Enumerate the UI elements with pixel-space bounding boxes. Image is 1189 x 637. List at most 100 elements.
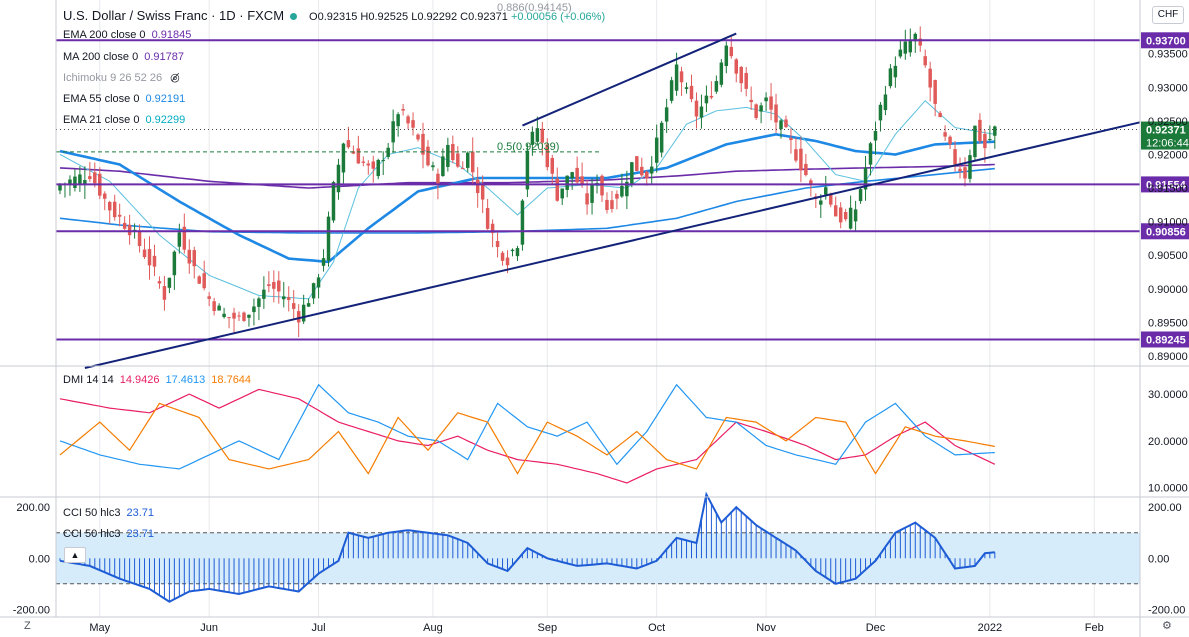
candle-body — [878, 104, 883, 121]
candle-body — [724, 45, 729, 67]
dmi-y-tick-label: 30.0000 — [1148, 389, 1188, 401]
y-tick-label: 0.91000 — [1148, 217, 1188, 229]
candle-body — [903, 41, 908, 54]
low-value: L0.92292 — [411, 11, 458, 23]
candle-body — [709, 95, 714, 98]
cci-label: CCI 50 hlc3 — [63, 507, 121, 519]
candle-body — [943, 132, 947, 137]
candle-body — [103, 193, 107, 199]
indicator-ema55[interactable]: EMA 55 close 0 0.92191 — [63, 92, 185, 106]
candle-body — [938, 112, 942, 118]
ema21-line — [59, 99, 995, 300]
dmi-legend[interactable]: DMI 14 14 14.9426 17.4613 18.7644 — [63, 373, 251, 387]
cci-y-tick-label-left: 0.00 — [29, 553, 50, 565]
x-tick-label: 2022 — [978, 622, 1002, 634]
candle-body — [570, 172, 574, 179]
candle-body — [431, 165, 435, 168]
timezone-icon[interactable]: Z — [24, 620, 31, 632]
dmi-lines — [59, 383, 996, 484]
candle-body — [485, 208, 490, 229]
candle-body — [262, 289, 266, 299]
candle-body — [421, 133, 425, 155]
candle-body — [684, 87, 689, 89]
axis-labels: May Jun Jul Aug Sep Oct Nov Dec 2022 Feb 0.93500 0.… — [13, 49, 1188, 634]
indicator-ema200[interactable]: EMA 200 close 0 0.91845 — [63, 28, 191, 42]
candle-body — [674, 64, 679, 91]
candle-body — [809, 180, 813, 185]
settings-gear-icon[interactable]: ⚙ — [1162, 620, 1172, 632]
candle-body — [769, 96, 773, 110]
candle-body — [749, 99, 753, 103]
candle-body — [620, 186, 624, 197]
x-tick-label: Jun — [200, 622, 218, 634]
cci-y-tick-label: 200.00 — [1148, 502, 1182, 514]
y-tick-label: 0.91500 — [1148, 183, 1188, 195]
candle-body — [853, 209, 858, 222]
candles — [58, 26, 997, 338]
indicator-label: Ichimoku 9 26 52 26 — [63, 72, 163, 84]
candle-body — [416, 134, 420, 140]
candle-body — [376, 159, 380, 177]
candle-body — [257, 298, 261, 307]
dmi-series-line — [59, 402, 995, 475]
trendlines — [84, 32, 1141, 369]
candle-body — [207, 296, 211, 299]
y-tick-label: 0.89000 — [1148, 351, 1188, 363]
candle-body — [635, 156, 639, 171]
indicator-ema21[interactable]: EMA 21 close 0 0.92299 — [63, 113, 185, 127]
candle-body — [535, 128, 540, 142]
cci-legend-1[interactable]: CCI 50 hlc3 23.71 — [63, 506, 154, 520]
candle-body — [326, 216, 331, 261]
indicator-ma200[interactable]: MA 200 close 0 0.91787 — [63, 50, 184, 64]
candle-body — [799, 148, 803, 171]
candle-body — [615, 193, 619, 199]
candle-body — [267, 284, 271, 287]
candle-body — [142, 249, 147, 258]
candle-body — [953, 149, 957, 165]
candle-body — [600, 175, 604, 196]
candle-body — [530, 131, 535, 145]
dmi-label: DMI 14 14 — [63, 374, 114, 386]
candle-body — [948, 136, 952, 145]
candle-body — [704, 95, 709, 104]
candle-body — [565, 175, 569, 190]
dmi-y-tick-label: 20.0000 — [1148, 436, 1188, 448]
top-fib-label: 0.886(0.94145) — [497, 2, 572, 14]
candle-body — [346, 140, 351, 148]
indicator-label: EMA 200 close 0 — [63, 29, 146, 41]
current-price-tag — [1141, 121, 1189, 150]
candle-body — [838, 207, 843, 223]
collapse-legend-button[interactable]: ▲ — [64, 547, 86, 563]
open-value: O0.92315 — [309, 11, 358, 23]
candle-body — [167, 277, 172, 288]
candle-body — [411, 120, 415, 128]
y-tick-label: 0.89500 — [1148, 317, 1188, 329]
candle-body — [963, 167, 967, 179]
cci-legend-2[interactable]: CCI 50 hlc3 23.71 — [63, 527, 154, 541]
candle-body — [784, 119, 788, 128]
candle-body — [122, 222, 127, 229]
candle-body — [73, 176, 77, 188]
candle-body — [843, 211, 848, 220]
candle-body — [391, 121, 395, 143]
candle-body — [227, 317, 231, 319]
candle-body — [580, 176, 584, 185]
candle-body — [908, 40, 913, 53]
level-price-label: 0.90856 — [1146, 226, 1186, 238]
dmi-y-tick-label: 10.0000 — [1148, 483, 1188, 495]
candle-body — [525, 150, 530, 190]
candle-body — [252, 306, 256, 313]
candle-body — [466, 152, 470, 168]
trendline — [84, 121, 1141, 369]
candle-body — [386, 147, 390, 157]
candle-body — [152, 255, 157, 267]
currency-button[interactable]: CHF — [1152, 6, 1184, 24]
candle-body — [147, 249, 152, 266]
hidden-eye-icon[interactable]: ◎̸ — [170, 72, 180, 84]
level-price-label: 0.93700 — [1146, 35, 1186, 47]
candle-body — [286, 297, 291, 300]
current-price-label: 0.92371 — [1146, 125, 1186, 137]
indicator-ichimoku[interactable]: Ichimoku 9 26 52 26 ◎̸ — [63, 71, 180, 85]
